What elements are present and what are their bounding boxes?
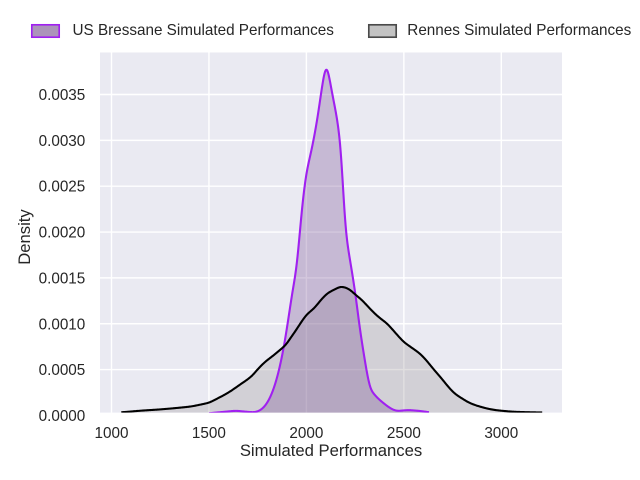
svg-text:0.0020: 0.0020 bbox=[39, 225, 86, 242]
svg-text:1500: 1500 bbox=[192, 425, 226, 442]
svg-text:0.0000: 0.0000 bbox=[39, 408, 86, 425]
svg-text:1000: 1000 bbox=[95, 425, 129, 442]
svg-text:0.0025: 0.0025 bbox=[39, 179, 86, 196]
svg-text:0.0015: 0.0015 bbox=[39, 270, 86, 287]
svg-text:0.0030: 0.0030 bbox=[39, 133, 86, 150]
svg-text:Density: Density bbox=[15, 209, 34, 265]
svg-text:0.0005: 0.0005 bbox=[39, 362, 86, 379]
svg-text:0.0035: 0.0035 bbox=[39, 87, 86, 104]
svg-text:2500: 2500 bbox=[387, 425, 421, 442]
svg-text:3000: 3000 bbox=[484, 425, 518, 442]
svg-text:Simulated Performances: Simulated Performances bbox=[240, 441, 422, 460]
svg-text:Rennes Simulated Performances: Rennes Simulated Performances bbox=[407, 22, 631, 39]
svg-text:2000: 2000 bbox=[289, 425, 323, 442]
svg-text:0.0010: 0.0010 bbox=[39, 316, 86, 333]
svg-text:US Bressane Simulated Performa: US Bressane Simulated Performances bbox=[73, 22, 335, 39]
